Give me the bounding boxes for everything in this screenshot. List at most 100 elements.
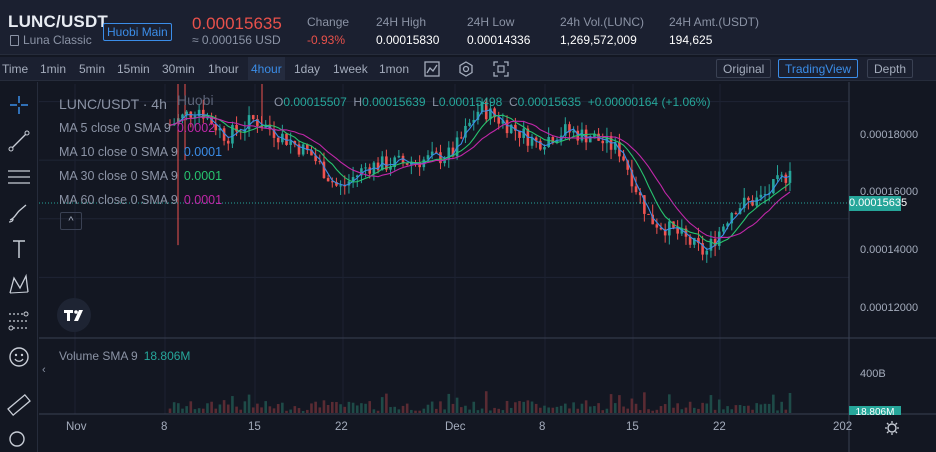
tf-time[interactable]: Time: [2, 62, 29, 76]
ohlc-open: 0.00015507: [283, 95, 347, 109]
candle-body: [222, 128, 226, 141]
volume-bar: [572, 402, 575, 413]
stat-24h-volume: 24h Vol.(LUNC) 1,269,572,009: [560, 15, 644, 47]
chart-type-icon[interactable]: [424, 61, 440, 77]
volume-value: 18.806M: [143, 349, 191, 363]
document-icon: [10, 34, 19, 46]
tf-1min[interactable]: 1min: [40, 62, 67, 76]
candle-body: [514, 124, 517, 131]
ruler-icon[interactable]: [6, 392, 32, 418]
tf-1hour[interactable]: 1hour: [208, 62, 239, 76]
stat-label: 24h Vol.(LUNC): [560, 15, 645, 29]
view-original-button[interactable]: Original: [716, 59, 772, 78]
candle-body: [788, 170, 792, 183]
volume-bar: [643, 392, 646, 413]
candle-body: [389, 167, 392, 170]
volume-bar: [372, 409, 376, 413]
crosshair-icon[interactable]: [6, 92, 32, 118]
candle-body: [555, 140, 559, 144]
candle-body: [522, 128, 525, 138]
volume-bar: [759, 404, 763, 413]
volume-bar: [235, 406, 238, 413]
tf-4hour[interactable]: 4hour: [248, 57, 285, 80]
volume-bar: [559, 405, 563, 413]
volume-bar: [410, 409, 413, 413]
volume-bar: [742, 405, 746, 413]
prediction-icon[interactable]: [6, 308, 32, 334]
tf-1mon[interactable]: 1mon: [379, 62, 410, 76]
tf-5min[interactable]: 5min: [79, 62, 106, 76]
view-depth-button[interactable]: Depth: [867, 59, 914, 78]
trend-line-icon[interactable]: [6, 128, 32, 154]
volume-bar: [364, 403, 367, 413]
candle-body: [543, 147, 546, 150]
tf-15min[interactable]: 15min: [117, 62, 150, 76]
volume-bar: [684, 407, 688, 413]
volume-bar: [314, 401, 317, 413]
brush-icon[interactable]: [6, 200, 32, 226]
pattern-icon[interactable]: [6, 272, 32, 298]
tf-1week[interactable]: 1week: [333, 62, 368, 76]
volume-bar: [185, 406, 188, 413]
tradingview-logo-icon[interactable]: [57, 298, 91, 332]
candle-body: [339, 185, 342, 187]
volume-bar: [443, 409, 446, 413]
x-tick-label: 15: [626, 421, 639, 433]
volume-bar: [705, 403, 709, 413]
view-tradingview-button[interactable]: TradingView: [778, 59, 859, 78]
ma-lines: [169, 109, 791, 251]
y-tick-label: 0.00012000: [860, 302, 919, 314]
volume-bar: [389, 407, 392, 413]
stat-value: 194,625: [669, 33, 713, 47]
volume-bar: [351, 402, 355, 413]
stat-change: Change -0.93%: [307, 15, 349, 47]
volume-bar: [339, 404, 342, 413]
tf-1day[interactable]: 1day: [294, 62, 321, 76]
emoji-icon[interactable]: [6, 344, 32, 370]
horizontal-lines-icon[interactable]: [6, 164, 32, 190]
candle-body: [235, 124, 238, 132]
ma-legend-row[interactable]: MA 5 close 0 SMA 9 0.0002: [59, 116, 222, 140]
volume-bar: [214, 408, 218, 413]
settings-icon[interactable]: [458, 61, 474, 77]
stat-value: 1,269,572,009: [560, 33, 637, 47]
fullscreen-icon[interactable]: [493, 61, 509, 77]
price-chart[interactable]: [39, 82, 936, 452]
volume-bar: [638, 410, 642, 413]
volume-bar: [509, 407, 513, 413]
volume-bar: [455, 397, 459, 413]
candle-body: [747, 197, 750, 201]
candle-body: [360, 168, 363, 176]
gear-icon[interactable]: [884, 420, 900, 436]
candle-body: [493, 108, 496, 118]
candle-body: [680, 228, 684, 234]
volume-bar: [534, 403, 538, 413]
exchange-badge[interactable]: Huobi Main: [103, 23, 172, 41]
volume-bar: [613, 403, 617, 413]
candle-body: [722, 226, 725, 232]
volume-bar: [177, 403, 180, 413]
volume-bar: [306, 409, 309, 413]
candle-body: [464, 125, 467, 138]
ma-legend-row[interactable]: MA 30 close 0 SMA 9 0.0001: [59, 164, 222, 188]
x-tick-label: 8: [539, 421, 546, 433]
zoom-icon[interactable]: [6, 428, 32, 452]
volume-bar: [493, 407, 496, 413]
ma-label: MA 10 close 0 SMA 9: [59, 145, 178, 159]
volume-bar: [368, 401, 372, 413]
ma-legend-row[interactable]: MA 60 close 0 SMA 9 0.0001: [59, 188, 222, 212]
volume-bar: [688, 401, 692, 413]
x-tick-label: 22: [713, 421, 726, 433]
collapse-legend-button[interactable]: ^: [60, 212, 82, 230]
volume-bar: [385, 393, 388, 413]
ma-value: 0.0001: [183, 169, 223, 183]
ma-legend-row[interactable]: MA 10 close 0 SMA 9 0.0001: [59, 140, 222, 164]
volume-bar: [663, 404, 667, 413]
text-icon[interactable]: [6, 236, 32, 262]
tf-30min[interactable]: 30min: [162, 62, 195, 76]
candle-body: [326, 178, 330, 182]
volume-bar: [489, 410, 492, 413]
volume-bar: [464, 405, 467, 413]
collapse-sidebar-icon[interactable]: ‹: [42, 364, 46, 376]
candle-body: [472, 119, 476, 123]
